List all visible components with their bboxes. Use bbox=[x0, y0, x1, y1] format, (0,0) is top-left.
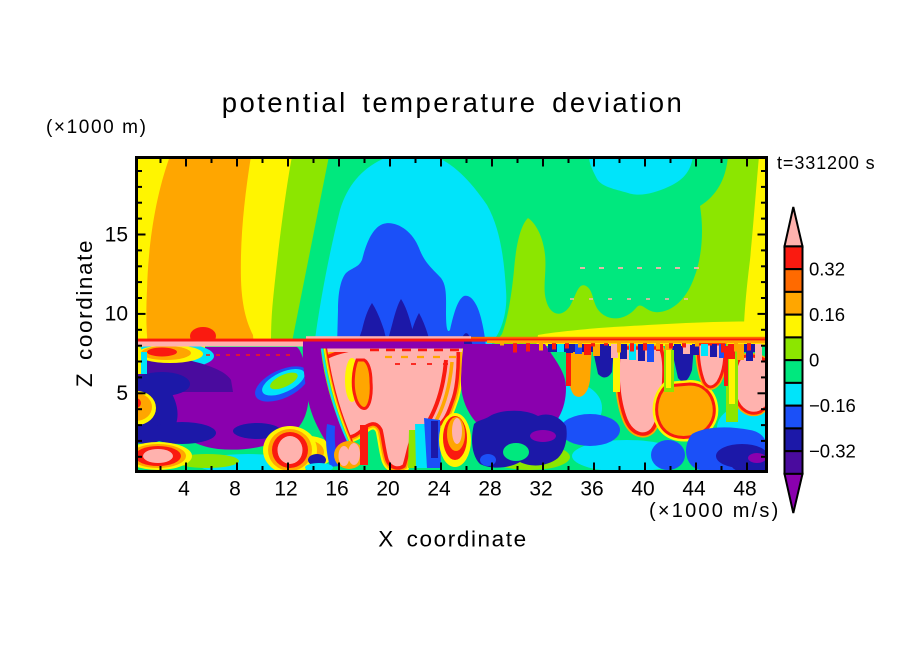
svg-text:−0.32: −0.32 bbox=[809, 441, 856, 462]
svg-text:20: 20 bbox=[376, 478, 399, 501]
svg-text:0.16: 0.16 bbox=[809, 304, 845, 325]
svg-text:(×1000 m): (×1000 m) bbox=[46, 117, 148, 138]
svg-text:5: 5 bbox=[116, 382, 128, 405]
svg-text:(×1000 m/s): (×1000 m/s) bbox=[649, 500, 780, 522]
svg-text:48: 48 bbox=[733, 478, 756, 501]
svg-text:8: 8 bbox=[229, 478, 241, 501]
svg-text:28: 28 bbox=[478, 478, 501, 501]
svg-text:0: 0 bbox=[809, 350, 819, 371]
svg-text:−0.16: −0.16 bbox=[809, 395, 856, 416]
svg-text:15: 15 bbox=[105, 223, 128, 246]
svg-text:32: 32 bbox=[529, 478, 552, 501]
svg-text:X coordinate: X coordinate bbox=[378, 527, 528, 552]
svg-text:40: 40 bbox=[631, 478, 654, 501]
svg-text:16: 16 bbox=[325, 478, 348, 501]
svg-text:4: 4 bbox=[178, 478, 190, 501]
svg-text:24: 24 bbox=[427, 478, 451, 501]
svg-text:10: 10 bbox=[105, 303, 128, 326]
svg-text:Z coordinate: Z coordinate bbox=[72, 239, 97, 387]
svg-text:t=331200 s: t=331200 s bbox=[777, 153, 876, 173]
svg-text:36: 36 bbox=[580, 478, 603, 501]
svg-text:44: 44 bbox=[682, 478, 706, 501]
svg-text:potential temperature deviatio: potential temperature deviation bbox=[222, 87, 685, 118]
svg-text:12: 12 bbox=[274, 478, 297, 501]
svg-text:0.32: 0.32 bbox=[809, 259, 845, 280]
